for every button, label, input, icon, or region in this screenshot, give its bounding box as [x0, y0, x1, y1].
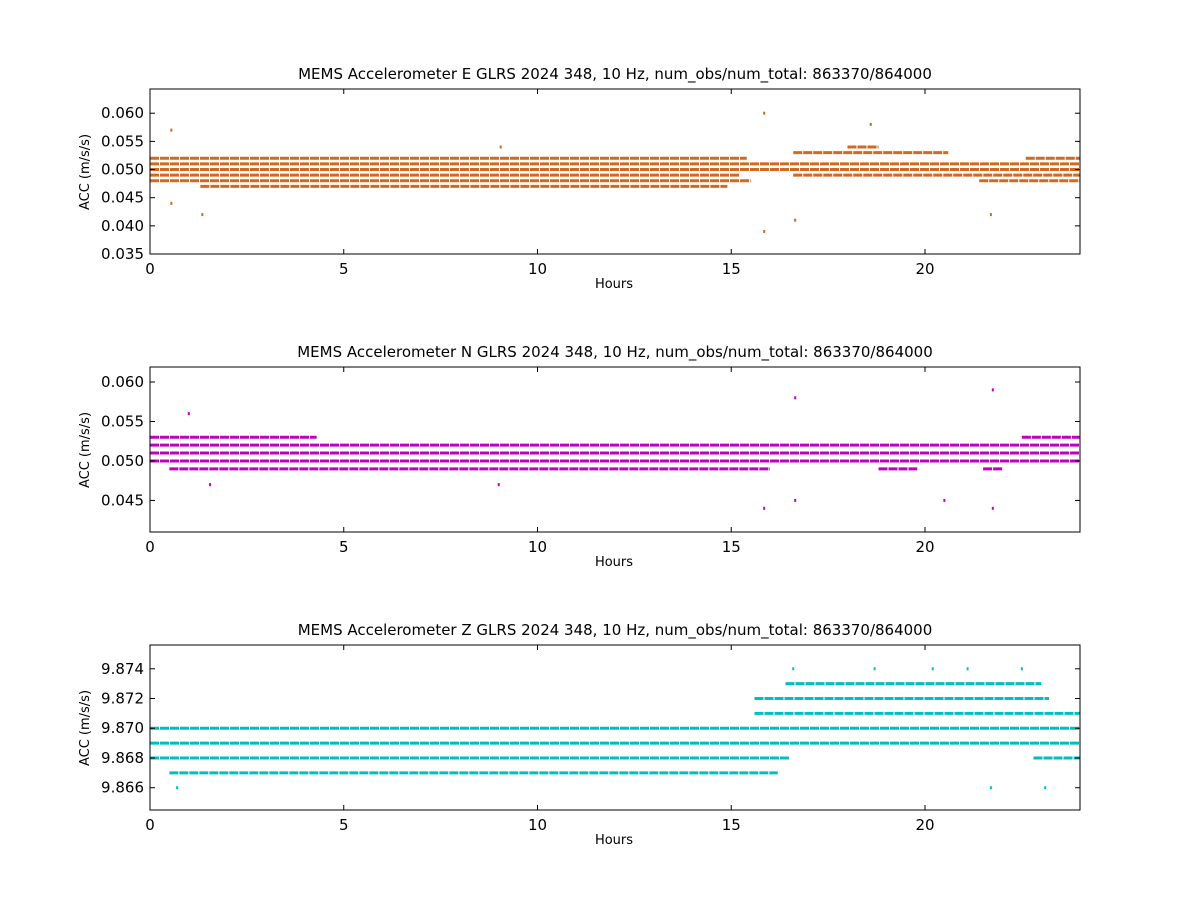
y-tick-label: 9.870 [101, 719, 144, 737]
x-tick-label: 15 [722, 538, 741, 556]
data-point [763, 111, 766, 115]
y-tick-label: 0.055 [101, 132, 144, 150]
data-point [497, 483, 500, 487]
plot-area: 0 5 10 15 20 9.866 9.868 9.870 9.872 9.874 [101, 644, 1081, 834]
data-layer [150, 388, 1080, 510]
chart-title: MEMS Accelerometer E GLRS 2024 348, 10 H… [298, 65, 932, 84]
x-tick-label: 10 [528, 260, 547, 278]
data-point [991, 388, 994, 392]
data-point [966, 667, 969, 671]
y-tick-label: 0.040 [101, 217, 144, 235]
x-tick-label: 20 [915, 538, 934, 556]
data-point [499, 145, 502, 149]
data-point [991, 506, 994, 510]
x-tick-label: 5 [339, 260, 349, 278]
data-point [943, 498, 946, 502]
y-tick-label: 9.868 [101, 749, 144, 767]
y-tick-label: 0.035 [101, 245, 144, 263]
y-tick-label: 0.055 [101, 412, 144, 430]
data-point [794, 218, 797, 222]
data-layer [150, 667, 1080, 790]
plot-area: 0 5 10 15 20 0.035 0.040 0.045 0.050 0.055 0.060 [101, 88, 1081, 278]
x-tick-label: 10 [528, 816, 547, 834]
data-point [989, 786, 992, 790]
y-tick-label: 9.866 [101, 779, 144, 797]
x-tick-label: 0 [145, 816, 155, 834]
y-axis-label: ACC (m/s/s) [78, 412, 93, 488]
y-tick-label: 9.874 [101, 660, 144, 678]
data-point [794, 498, 797, 502]
data-point [187, 412, 190, 416]
plot-area: 0 5 10 15 20 0.045 0.050 0.055 0.060 [101, 366, 1081, 556]
y-tick-label: 0.050 [101, 161, 144, 179]
axes-frame [149, 366, 1081, 533]
x-axis-label: Hours [595, 833, 633, 848]
x-tick-label: 5 [339, 538, 349, 556]
x-axis-label: Hours [595, 555, 633, 570]
subplot-e: MEMS Accelerometer E GLRS 2024 348, 10 H… [78, 65, 1081, 292]
y-axis-label: ACC (m/s/s) [78, 690, 93, 766]
axes-frame [149, 88, 1081, 255]
y-tick-label: 9.872 [101, 690, 144, 708]
data-point [1044, 786, 1047, 790]
subplot-z: MEMS Accelerometer Z GLRS 2024 348, 10 H… [78, 621, 1081, 848]
data-point [931, 667, 934, 671]
data-point [170, 201, 173, 205]
x-tick-label: 20 [915, 260, 934, 278]
chart-title: MEMS Accelerometer N GLRS 2024 348, 10 H… [297, 343, 933, 362]
y-tick-label: 0.060 [101, 104, 144, 122]
x-tick-label: 0 [145, 538, 155, 556]
y-tick-label: 0.060 [101, 373, 144, 391]
data-point [792, 667, 795, 671]
axes-frame [149, 644, 1081, 811]
subplot-n: MEMS Accelerometer N GLRS 2024 348, 10 H… [78, 343, 1081, 570]
x-tick-label: 20 [915, 816, 934, 834]
data-point [201, 213, 204, 217]
data-point [209, 483, 212, 487]
data-point [170, 128, 173, 132]
data-point [176, 786, 179, 790]
chart-title: MEMS Accelerometer Z GLRS 2024 348, 10 H… [298, 621, 933, 640]
data-point [1020, 667, 1023, 671]
x-axis-label: Hours [595, 277, 633, 292]
x-tick-label: 0 [145, 260, 155, 278]
data-point [763, 506, 766, 510]
data-point [763, 229, 766, 233]
y-tick-label: 0.050 [101, 452, 144, 470]
data-point [869, 122, 872, 126]
y-axis-label: ACC (m/s/s) [78, 134, 93, 210]
x-tick-label: 15 [722, 260, 741, 278]
x-tick-label: 15 [722, 816, 741, 834]
y-tick-label: 0.045 [101, 491, 144, 509]
data-point [794, 396, 797, 400]
x-tick-label: 5 [339, 816, 349, 834]
data-layer [150, 111, 1080, 233]
y-tick-label: 0.045 [101, 189, 144, 207]
data-point [873, 667, 876, 671]
x-tick-label: 10 [528, 538, 547, 556]
data-point [989, 213, 992, 217]
